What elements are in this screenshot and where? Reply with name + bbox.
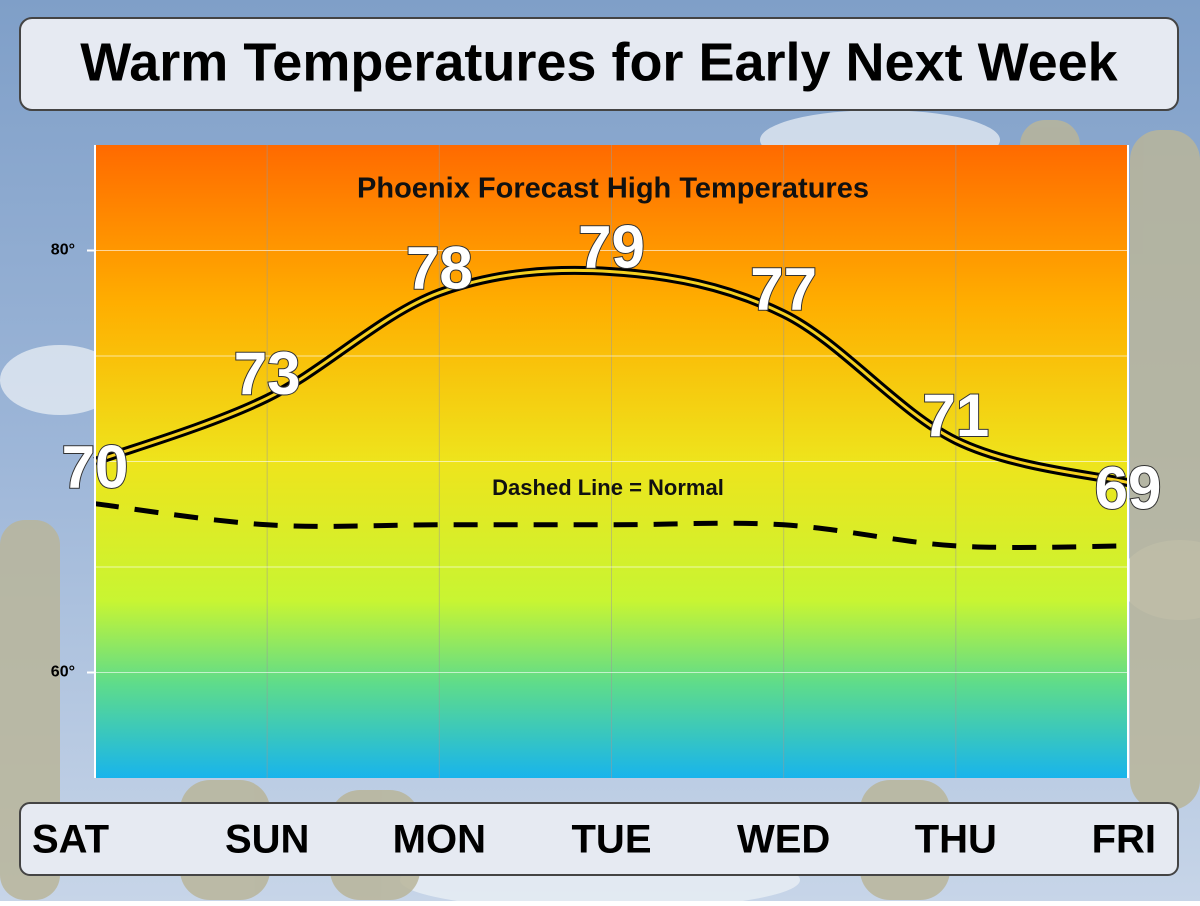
normal-line	[94, 501, 1129, 550]
value-label: 79	[578, 213, 645, 280]
annotation: Dashed Line = Normal	[492, 475, 724, 500]
x-tick-label: THU	[915, 818, 997, 862]
y-tick-label: 60°	[51, 664, 75, 681]
forecast-line-inner	[94, 268, 1129, 485]
x-tick-label: SAT	[32, 818, 109, 862]
subtitle: Phoenix Forecast High Temperatures	[357, 173, 869, 205]
day-box	[19, 802, 1179, 876]
x-tick-label: FRI	[1092, 818, 1156, 862]
x-tick-label: SUN	[225, 818, 309, 862]
value-label: 71	[922, 382, 989, 449]
value-label: 73	[234, 340, 301, 407]
x-tick-label: MON	[393, 818, 486, 862]
value-label: 70	[62, 433, 129, 500]
y-tick-label: 80°	[51, 242, 75, 259]
x-tick-label: TUE	[572, 818, 652, 862]
title-box	[19, 17, 1179, 111]
value-label: 78	[406, 235, 473, 302]
chart-title: Warm Temperatures for Early Next Week	[80, 32, 1118, 92]
x-tick-label: WED	[737, 818, 830, 862]
value-label: 69	[1095, 454, 1162, 521]
value-label: 77	[750, 256, 817, 323]
plot	[93, 145, 1130, 778]
